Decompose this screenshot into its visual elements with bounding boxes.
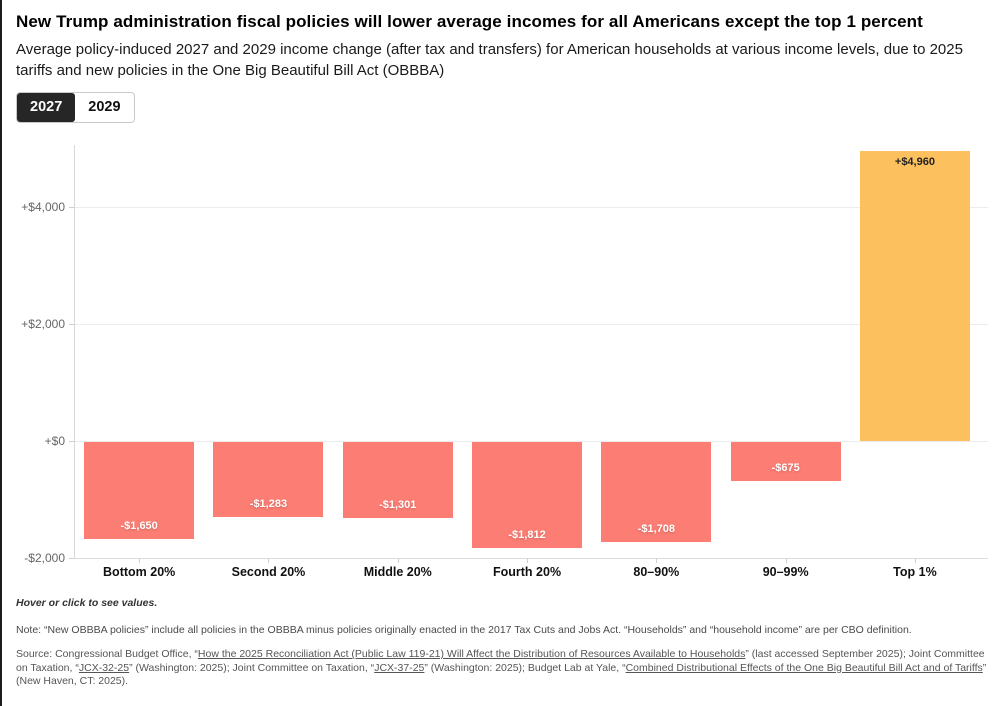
- bar-top-1[interactable]: +$4,960: [859, 150, 970, 441]
- x-axis-tick: [527, 558, 529, 563]
- bar-value-label: -$1,650: [120, 519, 158, 532]
- x-axis-tick: [785, 558, 787, 563]
- y-axis-tick: [69, 207, 74, 208]
- source-link[interactable]: JCX-37-25: [374, 661, 425, 674]
- page-title: New Trump administration fiscal policies…: [16, 12, 923, 31]
- y-axis-tick: [69, 441, 74, 442]
- source-text: ” (Washington: 2025); Budget Lab at Yale…: [424, 661, 626, 674]
- source-citation: Source: Congressional Budget Office, “Ho…: [16, 648, 991, 689]
- chart-subtitle: Average policy-induced 2027 and 2029 inc…: [16, 41, 963, 79]
- x-axis-label: Fourth 20%: [493, 565, 562, 579]
- x-axis-tick: [914, 558, 916, 563]
- x-axis-label: 90–99%: [762, 565, 809, 579]
- y-axis-label: +$0: [44, 434, 65, 448]
- y-axis-label: +$4,000: [21, 200, 65, 214]
- x-axis-tick: [656, 558, 658, 563]
- gridline: [74, 441, 988, 442]
- source-text: ” (New Haven, CT: 2025).: [16, 661, 987, 688]
- x-axis-tick: [268, 558, 270, 563]
- toggle-2029-button[interactable]: 2029: [75, 93, 134, 122]
- bar-value-label: -$1,708: [637, 522, 675, 535]
- x-axis-tick: [139, 558, 141, 563]
- y-axis-tick: [69, 558, 74, 559]
- y-axis-label: +$2,000: [21, 317, 65, 331]
- bar-value-label: -$675: [771, 462, 800, 475]
- y-axis-line: [74, 145, 75, 559]
- x-axis-label: Top 1%: [893, 565, 937, 579]
- hover-instruction: Hover or click to see values.: [16, 597, 158, 609]
- bar-value-label: +$4,960: [894, 155, 935, 168]
- bar-bottom-20[interactable]: -$1,650: [84, 442, 195, 539]
- x-axis-label: 80–90%: [633, 565, 680, 579]
- y-axis-tick: [69, 324, 74, 325]
- x-axis-label: Second 20%: [231, 565, 306, 579]
- toggle-2027-button[interactable]: 2027: [17, 93, 76, 122]
- gridline: [74, 324, 988, 325]
- bar-fourth-20[interactable]: -$1,812: [472, 442, 583, 548]
- bar-chart: +$4,000 +$2,000 +$0 -$2,000 -$1,650 Bottom 20…: [2, 0, 1000, 596]
- bar-value-label: -$1,301: [379, 499, 417, 512]
- bar-second-20[interactable]: -$1,283: [213, 442, 324, 518]
- year-toggle: 2027 2029: [16, 92, 135, 123]
- source-link[interactable]: Combined Distributional Effects of the O…: [625, 661, 983, 674]
- bar-value-label: -$1,812: [508, 529, 546, 541]
- bar-middle-20[interactable]: -$1,301: [342, 442, 453, 519]
- source-text: ” (last accessed September 2025); Joint …: [16, 648, 985, 674]
- bar-value-label: -$1,283: [249, 498, 288, 511]
- x-axis-tick: [397, 558, 399, 563]
- y-axis-label: -$2,000: [24, 551, 65, 565]
- source-text: ” (Washington: 2025); Joint Committee on…: [129, 661, 375, 674]
- footnote: Note: “New OBBBA policies” include all p…: [16, 624, 912, 636]
- source-link[interactable]: How the 2025 Reconciliation Act (Public …: [197, 648, 746, 660]
- x-axis-label: Middle 20%: [363, 565, 432, 579]
- gridline: [74, 207, 988, 208]
- bar-90-99[interactable]: -$675: [730, 442, 841, 482]
- bar-80-90[interactable]: -$1,708: [601, 442, 712, 542]
- x-axis-label: Bottom 20%: [103, 565, 176, 579]
- source-link[interactable]: JCX-32-25: [78, 661, 130, 674]
- source-text: Source: Congressional Budget Office, “: [16, 648, 198, 660]
- gridline: [74, 558, 988, 559]
